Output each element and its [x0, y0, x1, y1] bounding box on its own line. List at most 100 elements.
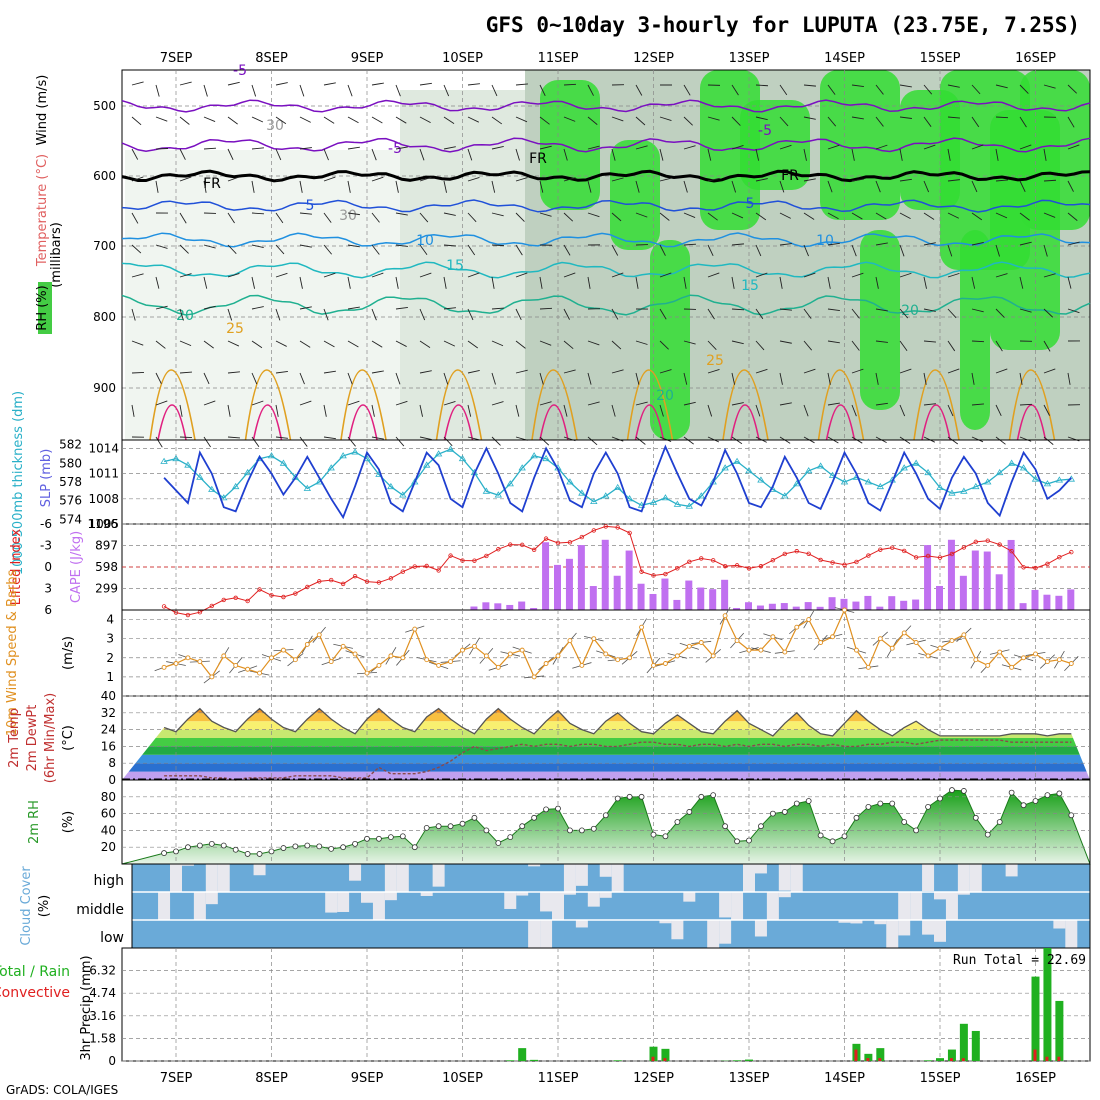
wind-barb	[179, 176, 192, 182]
wind-barb	[707, 340, 717, 350]
wind-barb	[539, 212, 552, 217]
wind-barb	[131, 371, 145, 374]
wind-barb	[227, 308, 233, 321]
temp-contour	[121, 169, 1091, 183]
temp-contour-30	[634, 404, 665, 441]
wind-barb	[731, 276, 735, 289]
wind-barb	[923, 242, 936, 246]
cape-bar	[804, 602, 812, 610]
wind-barb	[611, 272, 624, 278]
thickness-point	[912, 459, 920, 466]
wind-unit: (m/s)	[61, 636, 76, 670]
cape-bar	[661, 578, 669, 610]
wind-barb	[251, 84, 257, 97]
cape-bar	[506, 604, 514, 610]
wind-barb	[1043, 244, 1048, 257]
thickness-point	[733, 457, 741, 464]
wind-barb	[587, 436, 598, 446]
cloud-level-label: middle	[76, 902, 124, 918]
wind-barb	[635, 212, 648, 218]
slp-left-tick: 582	[59, 438, 82, 452]
wind-barb	[947, 84, 960, 88]
wind-barb	[803, 148, 807, 161]
wind-barb	[275, 371, 288, 374]
cape-bar	[613, 575, 621, 610]
upper-ytick: 800	[93, 310, 116, 324]
cloud-gap	[528, 920, 541, 948]
temp-contour-25	[149, 369, 196, 441]
wind-barb	[1019, 308, 1032, 313]
temp-contour-25	[626, 369, 674, 441]
temp-label-2: 2m DewPt	[25, 705, 40, 772]
li-point	[591, 528, 597, 533]
wind-barb	[1043, 340, 1051, 352]
wind-barb	[995, 212, 1008, 219]
wind-point	[483, 653, 489, 659]
cape-bar	[470, 606, 478, 610]
wind-barb	[347, 276, 351, 289]
wind-point	[364, 670, 370, 676]
upper-ytick: 600	[93, 169, 116, 183]
cape-bar	[780, 603, 788, 610]
wind-barb	[683, 243, 697, 246]
wind-barb	[299, 116, 311, 123]
thickness-point	[339, 452, 347, 459]
cape-bar	[494, 603, 502, 610]
wind-barb	[467, 436, 480, 441]
wind-barb	[1019, 144, 1032, 150]
upper-ylabel-temp: Temperature (°C)	[35, 154, 50, 267]
wind-barb	[923, 180, 930, 193]
wind-point	[758, 647, 764, 653]
thickness-point	[960, 487, 968, 494]
wind-barb	[971, 144, 984, 150]
wind-barb	[755, 272, 768, 278]
thickness-point	[542, 454, 550, 462]
li-point	[770, 557, 776, 563]
wind-point	[471, 643, 477, 649]
wind-barb	[827, 180, 833, 193]
wind-point	[973, 657, 979, 663]
wind-barb	[131, 273, 144, 278]
slp-left-label: 1000-500mb thickness (dm)	[11, 391, 26, 575]
wind-barb	[1067, 308, 1080, 314]
thickness-point	[685, 502, 694, 509]
dewpoint-line	[164, 739, 1072, 781]
wind-barb	[275, 340, 287, 347]
temp-ytick: 32	[101, 706, 116, 720]
rh-point	[889, 800, 896, 807]
rh-point	[638, 793, 645, 800]
wind-barb	[539, 401, 552, 406]
cape-bar	[482, 602, 490, 610]
cloud-gap	[886, 920, 899, 948]
cape-bar	[1055, 595, 1063, 610]
cloud-gap	[874, 920, 887, 925]
wind-barb	[443, 84, 450, 97]
wind-point	[519, 647, 525, 653]
wind-barb	[539, 372, 544, 385]
wind-barb	[755, 212, 767, 221]
run-total: Run Total = 22.69	[953, 953, 1086, 968]
rh-point	[817, 832, 824, 839]
temp-contour-25	[1008, 369, 1056, 441]
wind-barb	[659, 340, 669, 350]
rh-point	[805, 798, 812, 804]
wind-barb	[971, 242, 984, 246]
rh-point	[960, 788, 967, 794]
wind-barb	[563, 148, 568, 161]
rh-point	[1032, 798, 1039, 804]
bottom-date-label: 14SEP	[824, 1071, 865, 1086]
temp-contour-25	[435, 369, 483, 441]
wind-barb	[179, 340, 192, 347]
wind-barb	[659, 308, 667, 320]
li-point	[675, 566, 680, 571]
wind-barb	[683, 84, 691, 96]
contour-label: -5	[388, 141, 402, 157]
wind-barb	[491, 276, 495, 289]
slp-right-tick: 1014	[88, 441, 119, 455]
thickness-point	[804, 467, 813, 474]
top-date-label: 8SEP	[255, 51, 288, 66]
wind-barb	[371, 82, 384, 86]
temp-contour	[121, 99, 1091, 113]
wind-point	[710, 653, 716, 659]
wind-point	[555, 653, 561, 659]
